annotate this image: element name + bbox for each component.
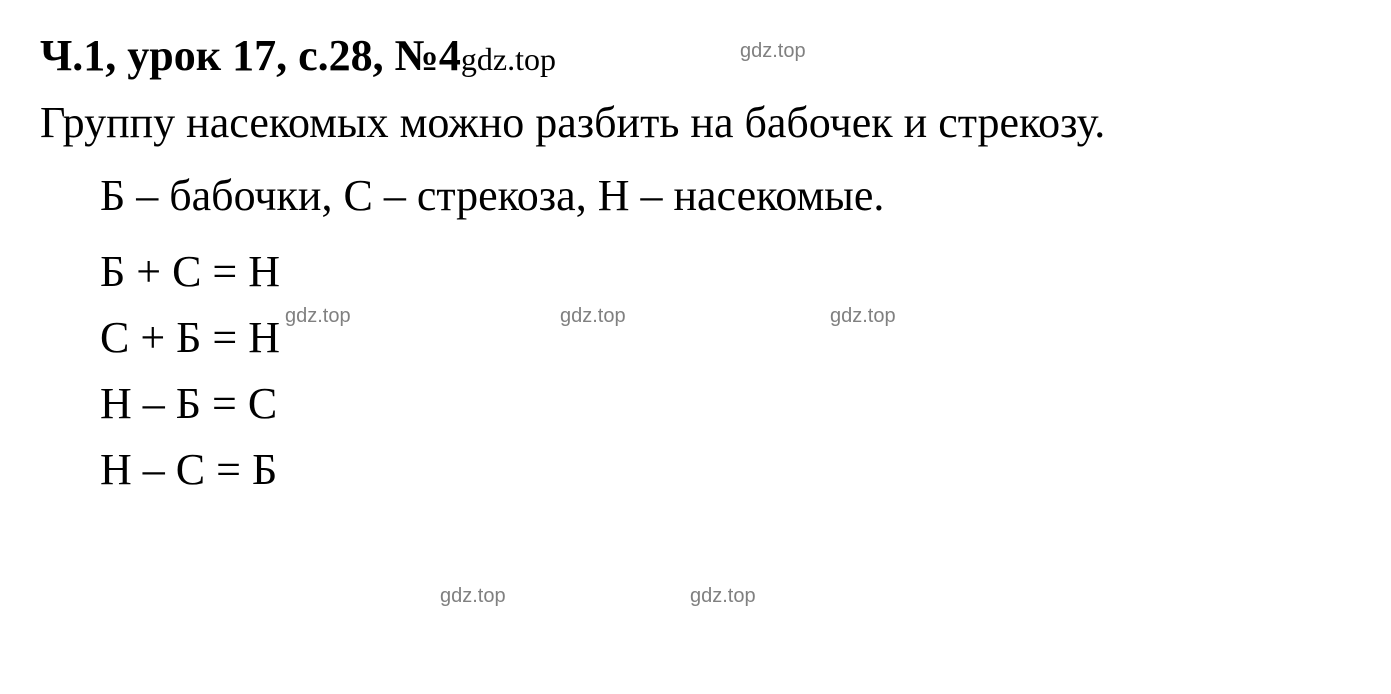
equations-block: Б + С = Н С + Б = Н Н – Б = С Н – С = Б <box>100 239 1351 503</box>
equation-row: Б + С = Н <box>100 239 1351 305</box>
heading-watermark: gdz.top <box>461 41 556 77</box>
page-heading: Ч.1, урок 17, с.28, №4gdz.top <box>40 30 1351 81</box>
watermark-text: gdz.top <box>560 305 626 328</box>
equation-row: Н – Б = С <box>100 371 1351 437</box>
description-text: Группу насекомых можно разбить на бабоче… <box>40 93 1140 152</box>
heading-text: Ч.1, урок 17, с.28, №4 <box>40 31 461 80</box>
legend-text: Б – бабочки, С – стрекоза, Н – насекомые… <box>100 170 1351 221</box>
watermark-text: gdz.top <box>690 585 756 608</box>
watermark-text: gdz.top <box>740 40 806 63</box>
equation-row: Н – С = Б <box>100 437 1351 503</box>
watermark-text: gdz.top <box>440 585 506 608</box>
watermark-text: gdz.top <box>830 305 896 328</box>
watermark-text: gdz.top <box>285 305 351 328</box>
